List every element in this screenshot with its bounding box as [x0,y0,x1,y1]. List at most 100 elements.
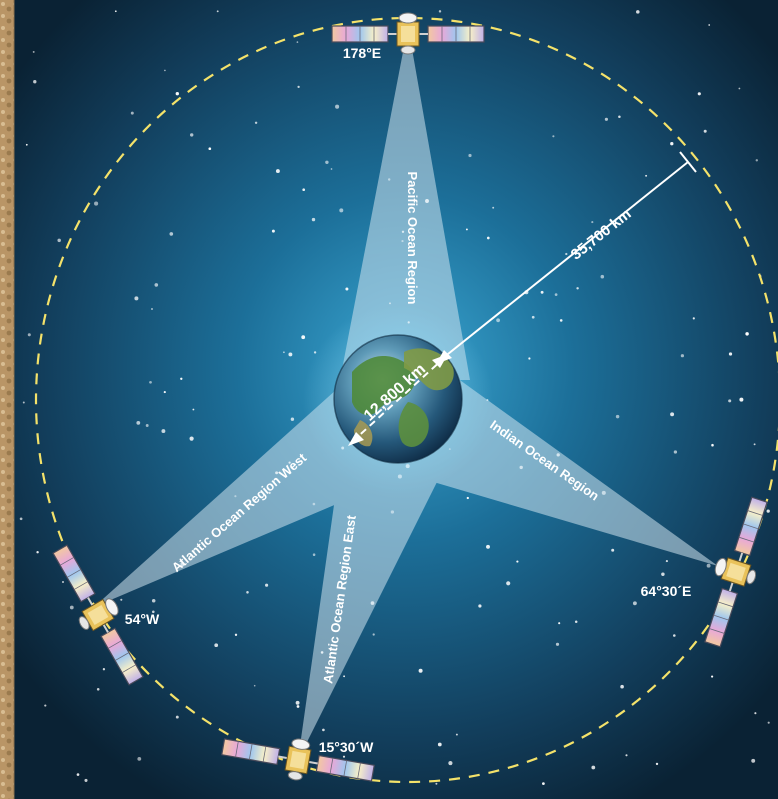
star [342,755,346,758]
region-label-pacific: Pacific Ocean Region [405,172,420,305]
star [478,604,482,608]
star [574,620,578,623]
satellite-position-pacific: 178°E [343,45,381,61]
star [84,778,88,782]
star [604,117,608,121]
star [96,688,100,691]
star [302,188,306,192]
star [437,742,442,747]
star [154,283,159,287]
star [151,308,153,310]
left-edge-texture [0,0,14,799]
star [680,354,685,358]
star [253,684,256,687]
beam-indian [420,360,718,566]
star [234,633,238,636]
star [620,684,624,689]
star [670,412,675,417]
beam-aor-east [298,420,452,760]
star [161,429,166,434]
star [755,159,758,162]
earth-diameter-arrowhead-start [348,432,364,446]
star [486,544,490,549]
star [615,414,620,419]
satellite-position-indian: 64°30´E [641,583,692,599]
star [565,252,568,256]
star [542,782,545,785]
star [754,712,757,715]
star [76,773,80,776]
star [739,397,744,402]
star [448,761,453,766]
star [466,496,469,500]
star [576,287,579,290]
star [288,352,293,357]
star [455,733,458,736]
star [673,634,676,637]
star [296,41,299,43]
star [102,668,106,671]
star [265,583,269,587]
star [625,754,628,757]
star [558,622,561,625]
star [692,317,695,320]
star [728,399,732,403]
star [670,142,674,146]
star [137,757,142,761]
star [175,92,179,96]
earth-diameter-arrowhead-end [432,354,448,368]
star [33,80,37,84]
star [492,206,495,209]
star [468,153,472,158]
satellite-position-aor-west: 54°W [125,611,160,627]
star [145,424,149,427]
star [708,24,711,26]
star [703,129,707,133]
star [335,104,340,109]
star [665,560,668,563]
star [246,591,249,594]
star [149,380,152,384]
star [32,50,35,53]
star [297,85,300,89]
star [728,352,733,356]
star [339,208,344,213]
star [600,274,605,279]
star [438,10,442,13]
star [325,160,329,165]
star [19,517,23,521]
star [295,700,300,705]
star [636,10,640,14]
star [27,333,31,337]
star [214,643,219,648]
star [655,762,659,766]
star [496,318,500,323]
star [216,10,219,13]
star [745,332,749,336]
star [343,675,345,678]
star [57,238,61,243]
star [114,10,117,13]
star [766,509,770,513]
star [559,319,563,322]
star [711,443,714,447]
star [271,229,275,233]
star [36,551,39,554]
star [591,221,594,224]
orbit-radius-end-tick [679,151,697,173]
star [531,315,535,319]
star [753,443,756,446]
star [711,675,714,678]
star [120,598,123,601]
star [136,421,141,425]
orbit-radius-line [437,161,689,363]
star [283,351,285,354]
star [275,169,280,174]
star [751,758,756,763]
star [697,92,701,96]
star [25,143,28,146]
star [706,563,711,568]
star [618,115,621,118]
star [22,401,25,404]
